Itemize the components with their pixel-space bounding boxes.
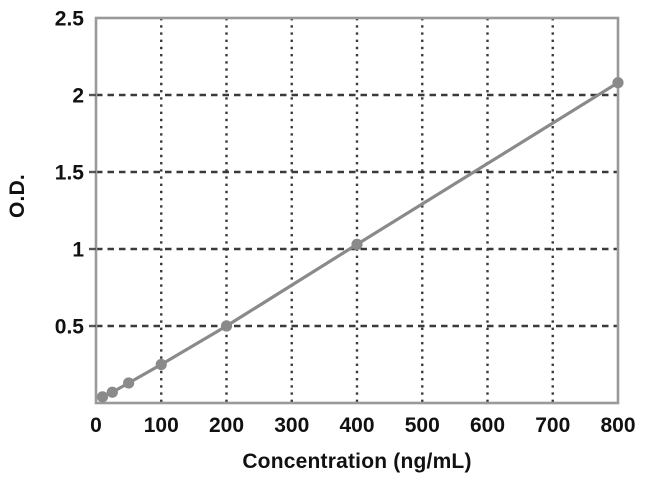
data-point [123,377,135,389]
x-tick-label: 700 [535,414,570,437]
y-tick-label: 2.5 [55,8,85,31]
x-tick-label: 300 [274,414,309,437]
data-point [96,391,109,403]
y-tick-label: 1.5 [55,162,85,185]
trend-line [101,81,619,399]
x-tick-label: 600 [470,414,505,437]
data-point [106,386,118,398]
y-tick-label: 0.5 [55,316,85,339]
x-tick-label: 800 [600,414,635,437]
data-point [220,320,233,332]
plot-border [94,16,620,405]
data-point [351,238,363,250]
x-tick-label: 0 [90,414,102,437]
x-tick-label: 500 [405,414,440,437]
x-axis-label: Concentration (ng/mL) [242,450,472,473]
data-point [155,358,167,371]
x-tick-label: 200 [209,414,244,437]
y-tick-label: 1 [72,239,84,262]
x-tick-label: 100 [144,414,179,437]
data-point [612,77,624,89]
y-axis-label: O.D. [6,174,29,218]
x-tick-label: 400 [339,414,374,437]
y-tick-label: 2 [72,85,84,108]
